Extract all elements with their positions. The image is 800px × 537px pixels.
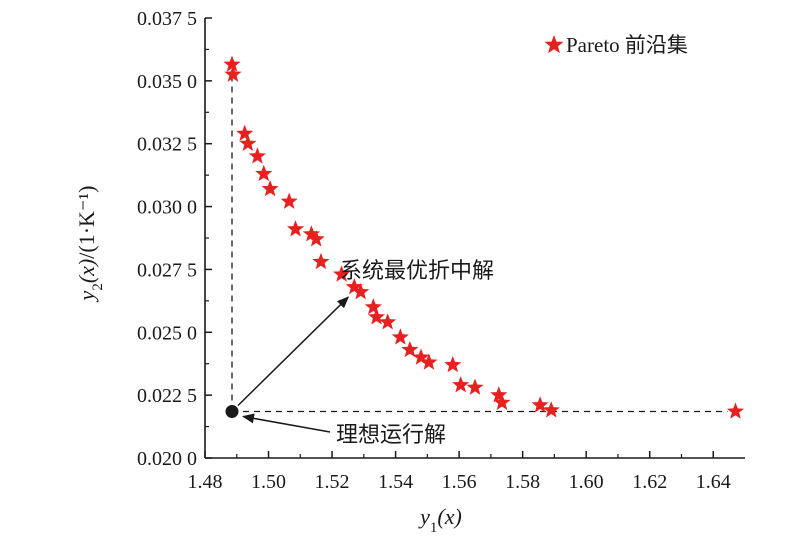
pareto-point [302,225,320,242]
pareto-point [401,340,419,358]
x-tick-label: 1.50 [251,471,286,493]
axes [204,18,745,459]
ideal-label: 理想运行解 [336,422,446,447]
pareto-point [391,328,409,345]
pareto-point [333,265,351,282]
y-tick-label: 0.025 0 [137,322,197,344]
pareto-point [352,283,370,300]
pareto-point [531,396,549,413]
pareto-point [224,65,242,82]
x-tick-label: 1.58 [505,471,540,493]
pareto-point [379,313,397,330]
pareto-point [452,376,470,393]
legend-star-icon [544,35,564,54]
pareto-point [420,353,438,370]
pareto-point [236,124,254,141]
y-tick-label: 0.037 5 [137,8,197,30]
pareto-point [280,192,298,209]
y-axis-label: y2(x)/(1·K⁻¹) [74,186,106,303]
pareto-point [312,252,330,270]
x-tick-label: 1.64 [696,471,731,493]
pareto-point [444,355,462,373]
x-tick-label: 1.56 [442,471,477,493]
pareto-point [493,393,511,410]
pareto-point [364,298,382,315]
x-ticks: 1.48 1.50 1.52 1.54 1.56 1.58 1.60 1.62 1.64 [188,451,731,493]
pareto-point [345,278,363,295]
y-tick-label: 0.022 5 [137,385,197,407]
pareto-point [239,134,257,151]
pareto-point [223,55,241,72]
x-tick-label: 1.48 [188,471,223,493]
pareto-point [255,164,273,182]
compromise-arrow [237,296,350,407]
pareto-point [248,147,266,164]
y-tick-label: 0.035 0 [137,71,197,93]
pareto-points [223,55,745,419]
y-ticks: 0.020 0 0.022 5 0.025 0 0.027 5 0.030 0 0.032… [137,8,212,470]
x-tick-label: 1.62 [632,471,667,493]
y-tick-label: 0.030 0 [137,197,197,219]
guide-lines [231,72,728,413]
pareto-point [412,348,430,365]
compromise-label: 系统最优折中解 [340,258,494,283]
legend-label: Pareto 前沿集 [566,33,688,57]
pareto-point [261,179,279,197]
ideal-arrow [242,413,331,433]
x-axis-label: y1(x) [418,504,462,536]
y-tick-label: 0.027 5 [137,259,197,281]
pareto-point [542,401,560,418]
pareto-point [307,230,325,247]
pareto-point [726,402,745,419]
x-tick-label: 1.60 [569,471,604,493]
pareto-point [490,386,508,403]
y-tick-label: 0.032 5 [137,134,197,156]
ideal-point-marker [225,404,239,418]
x-tick-label: 1.54 [378,471,413,493]
pareto-point [286,220,305,237]
legend: Pareto 前沿集 [544,33,688,57]
y-tick-label: 0.020 0 [137,448,197,470]
pareto-point [466,378,484,395]
x-tick-label: 1.52 [315,471,350,493]
pareto-point [367,308,386,325]
